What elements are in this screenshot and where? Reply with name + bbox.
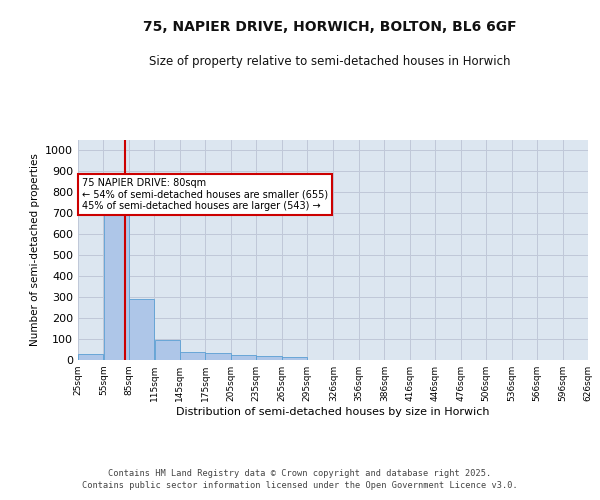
- Text: Contains HM Land Registry data © Crown copyright and database right 2025.
Contai: Contains HM Land Registry data © Crown c…: [82, 469, 518, 490]
- Bar: [129, 299, 154, 360]
- Bar: [180, 352, 205, 360]
- Text: 75, NAPIER DRIVE, HORWICH, BOLTON, BL6 6GF: 75, NAPIER DRIVE, HORWICH, BOLTON, BL6 6…: [143, 20, 517, 34]
- Bar: [104, 201, 129, 360]
- Bar: [231, 355, 256, 360]
- Bar: [78, 354, 103, 360]
- Bar: [282, 357, 307, 360]
- X-axis label: Distribution of semi-detached houses by size in Horwich: Distribution of semi-detached houses by …: [176, 407, 490, 417]
- Bar: [256, 356, 281, 360]
- Text: Size of property relative to semi-detached houses in Horwich: Size of property relative to semi-detach…: [149, 55, 511, 68]
- Text: 75 NAPIER DRIVE: 80sqm
← 54% of semi-detached houses are smaller (655)
45% of se: 75 NAPIER DRIVE: 80sqm ← 54% of semi-det…: [82, 178, 328, 211]
- Bar: [205, 352, 230, 360]
- Y-axis label: Number of semi-detached properties: Number of semi-detached properties: [29, 154, 40, 346]
- Bar: [155, 340, 180, 360]
